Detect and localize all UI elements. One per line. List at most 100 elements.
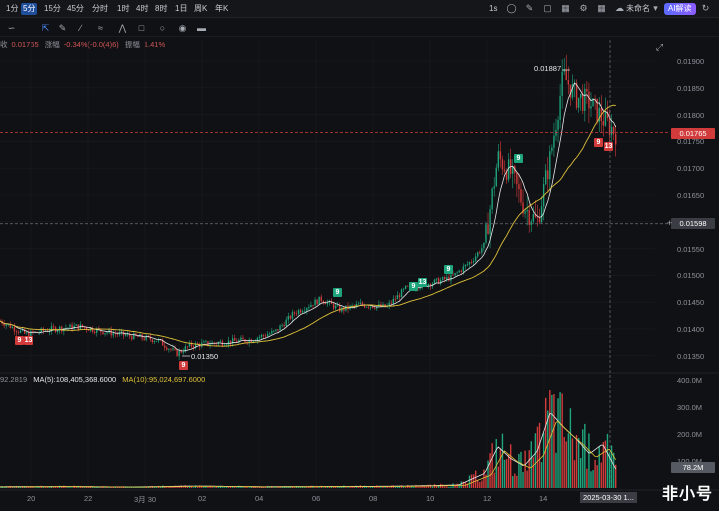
candle-body: [606, 111, 609, 119]
timeframe-tab[interactable]: 5分: [21, 3, 38, 15]
timeframe-tab[interactable]: 15分: [44, 4, 61, 13]
timeframe-tab[interactable]: 年K: [215, 4, 229, 13]
volume-bar: [499, 448, 502, 488]
candle-body: [209, 344, 211, 346]
volume-bar: [565, 441, 567, 488]
drawing-toolbar: ∽ ⇱ ✎ ∕ ≈ ⋀ □ ○ ◉ ▬: [0, 19, 719, 37]
timeframe-tab[interactable]: 8时: [155, 4, 168, 13]
share-icon[interactable]: ↻: [701, 3, 710, 13]
chevron-down-icon[interactable]: ▾: [653, 3, 658, 13]
timeframe-tab[interactable]: 1日: [175, 4, 188, 13]
candle-body: [608, 118, 611, 135]
volume-bar: [353, 486, 355, 488]
volume-bar: [258, 487, 261, 488]
channel-icon[interactable]: ≈: [98, 23, 103, 33]
crosshair-time-tag: 2025-03-30 1...: [580, 492, 637, 503]
candle-body: [295, 313, 298, 315]
price-tick-label: 0.01350: [677, 351, 705, 361]
volume-bar: [563, 437, 565, 488]
candle-body: [106, 332, 108, 334]
timeframe-tab[interactable]: 分时: [92, 4, 108, 13]
candle-body: [427, 284, 430, 287]
note-icon[interactable]: □: [138, 23, 145, 33]
legend-amplitude: 1.41%: [143, 40, 166, 49]
candle-body: [299, 310, 302, 313]
candle-body: [81, 324, 84, 328]
candle-body: [248, 339, 250, 344]
volume-bar: [437, 485, 440, 488]
candle-body: [149, 336, 152, 340]
volume-bar: [534, 433, 537, 488]
volume-bar: [11, 486, 14, 488]
lock-icon[interactable]: ○: [159, 23, 166, 33]
candle-body: [594, 98, 596, 100]
candlestick-chart[interactable]: [0, 38, 719, 511]
volume-bar: [250, 486, 252, 488]
volume-bar: [264, 487, 267, 488]
volume-bar: [328, 486, 331, 488]
volume-bar: [48, 486, 51, 488]
candle-body: [536, 216, 539, 218]
fullscreen-icon[interactable]: ▢: [543, 3, 552, 13]
expand-icon[interactable]: ⤢: [655, 42, 664, 52]
volume-bar: [540, 462, 543, 488]
candle-body: [40, 328, 42, 333]
layout-name[interactable]: 未命名: [626, 4, 650, 13]
interval-label[interactable]: 1s: [489, 4, 498, 13]
timeframe-tab[interactable]: 45分: [67, 4, 84, 13]
eye-icon[interactable]: ◉: [178, 23, 187, 33]
price-tick-label: 0.01800: [677, 110, 705, 120]
candle-body: [343, 307, 345, 311]
cursor-icon[interactable]: ⇱: [41, 23, 50, 33]
timeframe-tab[interactable]: 1时: [117, 4, 130, 13]
candle-body: [579, 94, 582, 98]
pen-icon[interactable]: ✎: [58, 23, 67, 33]
volume-bar: [351, 486, 353, 488]
layout-icon[interactable]: ▦: [597, 3, 606, 13]
volume-bar: [567, 433, 570, 488]
candle-body: [143, 338, 145, 340]
candle-body: [129, 333, 131, 337]
volume-bar: [602, 441, 605, 488]
time-tick-label: 10: [426, 494, 435, 503]
volume-bar: [579, 457, 582, 488]
volume-bar: [143, 487, 145, 489]
pattern-icon[interactable]: ⋀: [118, 23, 127, 33]
volume-bar: [491, 443, 493, 488]
candle-body: [567, 80, 570, 85]
volume-bar: [481, 480, 483, 488]
candle-body: [612, 127, 615, 134]
candle-body: [429, 284, 432, 287]
volume-bar: [571, 438, 574, 488]
candle-body: [114, 333, 117, 335]
candle-body: [341, 307, 343, 312]
camera-icon[interactable]: ◯: [506, 3, 517, 13]
gear-icon[interactable]: ⚙: [579, 3, 588, 13]
edit-icon[interactable]: ✎: [525, 3, 534, 13]
grid-icon[interactable]: ▦: [561, 3, 570, 13]
volume-bar: [229, 487, 232, 488]
candle-body: [497, 151, 500, 168]
price-legend: 收 0.01765 涨幅 -0.34%(-0.0(4)6) 振幅 1.41%: [0, 39, 169, 50]
volume-bar: [248, 487, 250, 488]
candle-body: [155, 340, 158, 342]
candle-body: [205, 341, 207, 343]
line-icon[interactable]: ∕: [79, 23, 82, 33]
candle-body: [271, 330, 273, 334]
cloud-icon[interactable]: ☁: [615, 3, 624, 13]
volume-bar: [615, 464, 617, 488]
candle-body: [281, 325, 283, 326]
timeframe-tab[interactable]: 周K: [194, 4, 208, 13]
timeframe-tab[interactable]: 1分: [6, 4, 19, 13]
price-tick-label: 0.01550: [677, 244, 705, 254]
add-icon[interactable]: +: [666, 218, 673, 228]
volume-bar: [462, 481, 465, 488]
candle-body: [419, 287, 421, 289]
candle-body: [454, 272, 456, 276]
trash-icon[interactable]: ▬: [197, 23, 206, 33]
candle-body: [262, 334, 265, 336]
volume-bar: [532, 457, 535, 488]
indicator-icon[interactable]: ∽: [7, 23, 16, 33]
timeframe-tab[interactable]: 4时: [136, 4, 149, 13]
ai-button[interactable]: AI解读: [664, 3, 696, 15]
